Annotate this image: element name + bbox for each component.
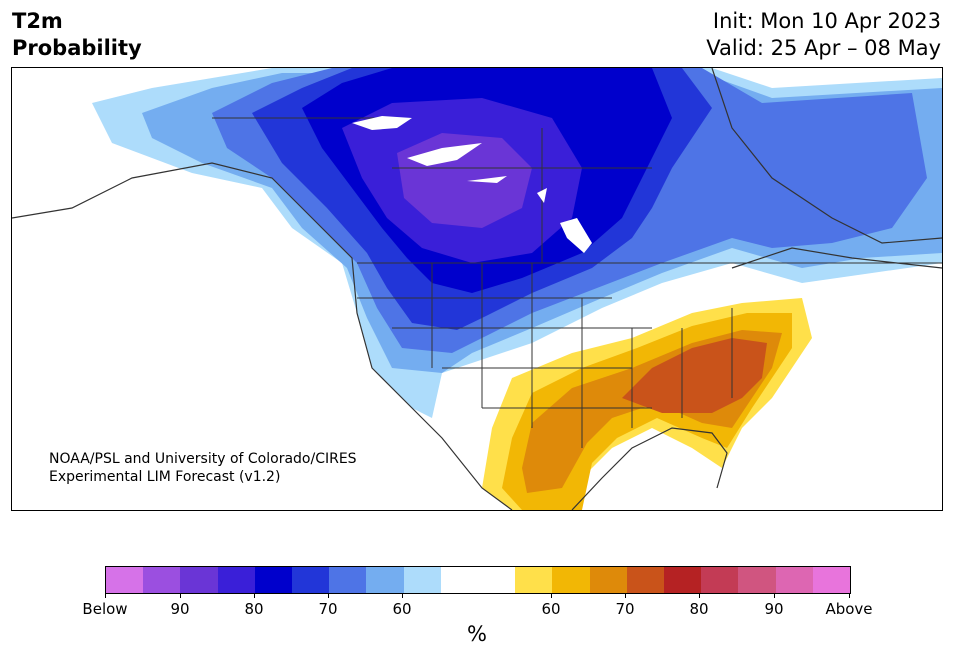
credit-organizations: NOAA/PSL and University of Colorado/CIRE… bbox=[49, 451, 357, 467]
colorbar-swatch bbox=[366, 567, 404, 593]
map-credit: NOAA/PSL and University of Colorado/CIRE… bbox=[49, 450, 357, 486]
valid-period: Valid: 25 Apr – 08 May bbox=[706, 36, 941, 60]
title-line-probability: Probability bbox=[12, 36, 142, 60]
colorbar-tick-label: 90 bbox=[764, 600, 784, 618]
colorbar-tick-mark bbox=[254, 593, 255, 598]
colorbar-tick-label: 70 bbox=[615, 600, 635, 618]
forecast-map bbox=[11, 67, 943, 511]
contour-75-above bbox=[622, 338, 767, 413]
colorbar-tick-mark bbox=[699, 593, 700, 598]
colorbar-tick-label: 70 bbox=[318, 600, 338, 618]
colorbar-swatch bbox=[180, 567, 218, 593]
colorbar-tick-mark bbox=[328, 593, 329, 598]
colorbar-swatch bbox=[217, 567, 255, 593]
colorbar-swatch bbox=[515, 567, 553, 593]
colorbar-tick-mark bbox=[402, 593, 403, 598]
colorbar-swatch bbox=[329, 567, 367, 593]
colorbar-tick-label: Above bbox=[825, 600, 873, 618]
lakes bbox=[352, 116, 592, 253]
colorbar-tick-label: 80 bbox=[689, 600, 709, 618]
colorbar-swatch bbox=[254, 567, 293, 593]
colorbar-tick-mark bbox=[625, 593, 626, 598]
colorbar-swatch bbox=[664, 567, 702, 593]
colorbar-tick-mark bbox=[105, 593, 106, 598]
coastlines bbox=[12, 68, 942, 510]
colorbar-tick-label: 90 bbox=[170, 600, 190, 618]
colorbar-swatch bbox=[812, 567, 851, 593]
colorbar-tick-label: 60 bbox=[541, 600, 561, 618]
colorbar-swatch bbox=[738, 567, 776, 593]
colorbar-tick-mark bbox=[551, 593, 552, 598]
credit-model: Experimental LIM Forecast (v1.2) bbox=[49, 469, 281, 485]
init-date: Init: Mon 10 Apr 2023 bbox=[712, 9, 941, 33]
colorbar-tick-mark bbox=[774, 593, 775, 598]
colorbar-swatch bbox=[292, 567, 330, 593]
title-line-variable: T2m bbox=[12, 9, 63, 33]
colorbar-tick-mark bbox=[849, 593, 850, 598]
colorbar-swatch bbox=[775, 567, 813, 593]
colorbar-unit: % bbox=[467, 622, 487, 646]
colorbar-tick-label: 80 bbox=[244, 600, 264, 618]
colorbar-swatch bbox=[552, 567, 590, 593]
forecast-dates: Init: Mon 10 Apr 2023 Valid: 25 Apr – 08… bbox=[706, 8, 941, 62]
map-canvas bbox=[12, 68, 942, 510]
colorbar-tick-label: Below bbox=[82, 600, 128, 618]
colorbar-swatch bbox=[701, 567, 739, 593]
colorbar-tick-label: 60 bbox=[392, 600, 412, 618]
colorbar-swatch bbox=[440, 567, 479, 593]
colorbar-swatch bbox=[106, 567, 144, 593]
colorbar-swatch bbox=[143, 567, 181, 593]
colorbar-swatch bbox=[589, 567, 627, 593]
probability-colorbar bbox=[105, 566, 851, 594]
colorbar-swatch bbox=[626, 567, 665, 593]
colorbar-swatch bbox=[478, 567, 516, 593]
map-title: T2m Probability bbox=[12, 8, 142, 62]
colorbar-swatch bbox=[403, 567, 441, 593]
colorbar-tick-mark bbox=[180, 593, 181, 598]
